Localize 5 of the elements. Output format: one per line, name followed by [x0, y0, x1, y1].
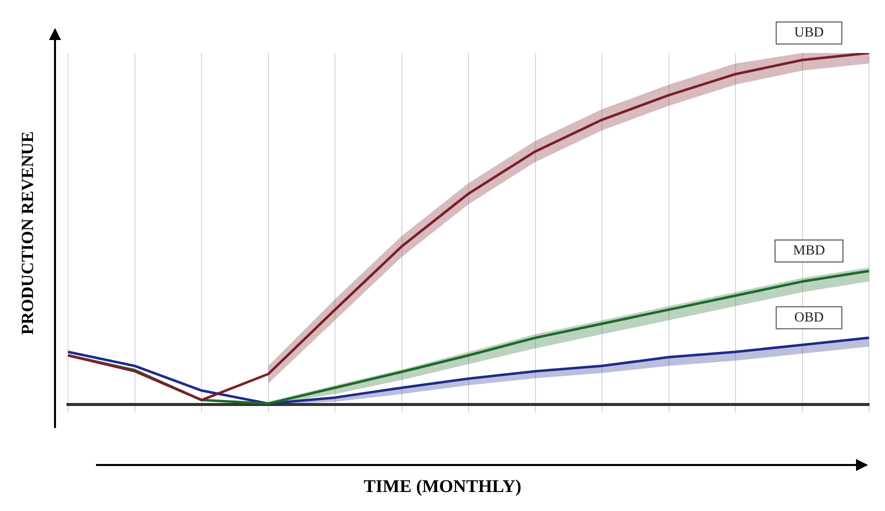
y-axis-title: PRODUCTION REVENUE [18, 131, 38, 335]
series-label: UBD [794, 26, 824, 41]
series-label: MBD [793, 244, 825, 259]
x-axis-title: TIME (MONTHLY) [362, 476, 522, 497]
series-label: OBD [794, 310, 824, 326]
